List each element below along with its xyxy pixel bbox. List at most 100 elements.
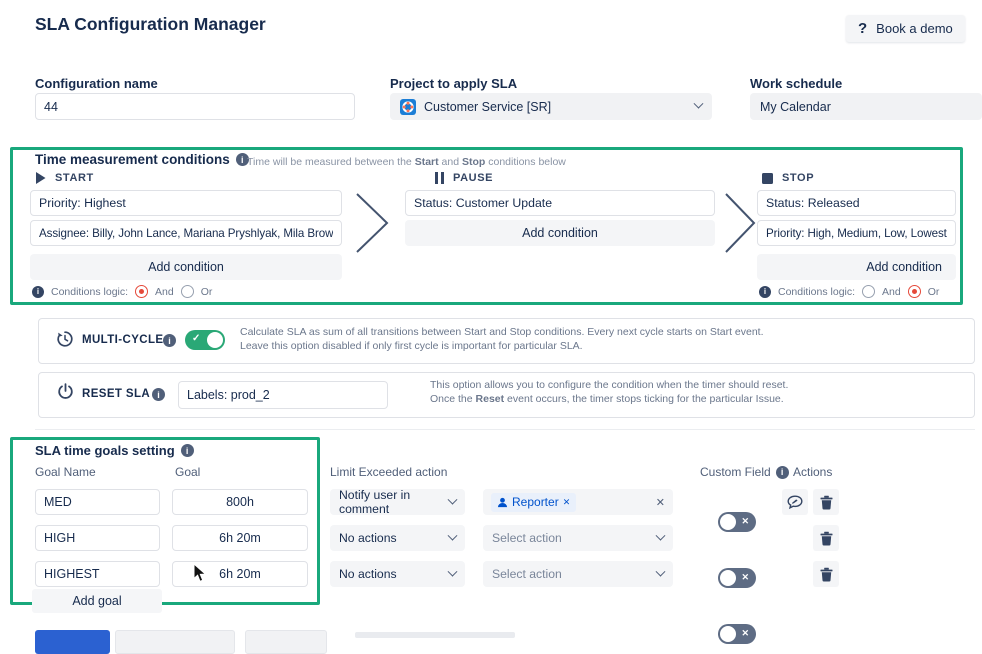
actions-header: Actions — [793, 465, 833, 479]
footer-primary-button[interactable] — [35, 630, 110, 654]
reset-sla-label: RESET SLA — [82, 388, 151, 400]
multi-cycle-toggle[interactable]: ✓ — [185, 330, 225, 350]
chevron-down-icon — [447, 530, 458, 541]
comment-template-button[interactable] — [782, 489, 808, 515]
configuration-name-input[interactable] — [35, 93, 355, 120]
goal-value-input[interactable] — [172, 525, 308, 551]
goal-name-header: Goal Name — [35, 465, 96, 479]
pause-condition-input[interactable] — [405, 190, 715, 216]
info-icon[interactable]: i — [759, 285, 771, 298]
toggle-knob — [720, 626, 736, 642]
reset-sla-description: This option allows you to configure the … — [430, 378, 950, 406]
select-action-placeholder: Select action — [492, 567, 562, 581]
and-label: And — [882, 285, 901, 298]
custom-field-toggle[interactable]: ✕ — [718, 568, 756, 588]
delete-goal-button[interactable] — [813, 489, 839, 515]
play-icon — [36, 172, 46, 184]
hint-text: and — [438, 156, 462, 168]
cross-icon: ✕ — [741, 628, 749, 638]
cross-icon: ✕ — [741, 516, 749, 526]
add-condition-label: Add condition — [866, 260, 942, 274]
stop-conditions-logic: i Conditions logic: And Or — [759, 285, 939, 298]
select-action-placeholder: Select action — [492, 531, 562, 545]
info-icon[interactable]: i — [235, 153, 249, 166]
goal-value-input[interactable] — [172, 489, 308, 515]
start-add-condition-button[interactable]: Add condition — [30, 254, 342, 280]
delete-goal-button[interactable] — [813, 525, 839, 551]
pause-column-header: PAUSE — [435, 172, 493, 184]
configuration-name-label: Configuration name — [35, 76, 158, 91]
info-icon[interactable]: i — [180, 444, 194, 457]
delete-goal-button[interactable] — [813, 561, 839, 587]
radio-or[interactable] — [180, 285, 194, 298]
goals-highlight-box — [10, 437, 320, 605]
action-target-field[interactable]: Reporter ✕ ✕ — [483, 489, 673, 515]
conditions-logic-label: Conditions logic: — [51, 285, 129, 298]
custom-field-toggle[interactable]: ✕ — [718, 624, 756, 644]
add-condition-label: Add condition — [148, 260, 224, 274]
multi-cycle-desc-line2: Leave this option disabled if only first… — [240, 340, 583, 352]
chevron-down-icon — [655, 566, 666, 577]
project-avatar-icon — [400, 98, 416, 115]
reset-sla-condition-input[interactable] — [178, 381, 388, 409]
info-icon[interactable]: i — [32, 285, 44, 298]
limit-action-value: No actions — [339, 531, 397, 545]
chevron-down-icon — [655, 530, 666, 541]
flow-chevron-icon — [356, 193, 389, 253]
book-demo-button[interactable]: ? Book a demo — [846, 15, 965, 42]
select-action-dropdown[interactable]: Select action — [483, 561, 673, 587]
custom-field-header-text: Custom Field — [700, 465, 771, 479]
project-value: Customer Service [SR] — [424, 99, 552, 114]
footer-secondary-button[interactable] — [115, 630, 235, 654]
limit-action-select[interactable]: No actions — [330, 525, 465, 551]
pause-label: PAUSE — [453, 172, 494, 184]
stop-icon — [762, 172, 773, 184]
clear-icon[interactable]: ✕ — [655, 496, 665, 509]
info-icon[interactable]: i — [775, 465, 789, 479]
footer-tertiary-button[interactable] — [245, 630, 327, 654]
time-conditions-highlight-box — [10, 147, 963, 305]
radio-and-selected[interactable] — [135, 285, 149, 298]
limit-action-select[interactable]: Notify user in comment — [330, 488, 465, 516]
project-select[interactable]: Customer Service [SR] — [390, 93, 712, 120]
reporter-chip[interactable]: Reporter ✕ — [491, 492, 577, 512]
reset-desc-line2: Once the Reset event occurs, the timer s… — [430, 392, 950, 406]
start-condition-input[interactable] — [30, 220, 342, 246]
work-schedule-label: Work schedule — [750, 76, 843, 91]
select-action-dropdown[interactable]: Select action — [483, 525, 673, 551]
stop-condition-input[interactable] — [757, 190, 956, 216]
info-icon[interactable]: i — [152, 388, 165, 401]
user-icon — [497, 497, 508, 507]
reset-desc-text: event occurs, the timer stops ticking fo… — [504, 393, 784, 405]
page-title: SLA Configuration Manager — [35, 14, 266, 34]
custom-field-header: Custom Field i — [700, 465, 789, 479]
goal-name-input[interactable] — [35, 525, 160, 551]
add-goal-label: Add goal — [72, 594, 122, 608]
goal-name-input[interactable] — [35, 489, 160, 515]
toggle-knob — [720, 570, 736, 586]
custom-field-toggle[interactable]: ✕ — [718, 512, 756, 532]
chip-remove-icon[interactable]: ✕ — [562, 496, 571, 507]
comment-icon — [787, 494, 803, 509]
chip-label: Reporter — [512, 495, 559, 509]
stop-condition-input[interactable] — [757, 220, 956, 246]
radio-and[interactable] — [862, 285, 876, 298]
multi-cycle-label: MULTI-CYCLE — [82, 334, 164, 346]
goal-header: Goal — [175, 465, 201, 479]
start-conditions-logic: i Conditions logic: And Or — [32, 285, 212, 298]
limit-action-select[interactable]: No actions — [330, 561, 465, 587]
goal-name-input[interactable] — [35, 561, 160, 587]
pause-add-condition-button[interactable]: Add condition — [405, 220, 715, 246]
reset-power-icon — [58, 383, 73, 399]
check-icon: ✓ — [192, 333, 201, 344]
work-schedule-select[interactable]: My Calendar — [750, 93, 982, 120]
info-icon[interactable]: i — [163, 334, 176, 347]
reset-desc-text: Once the — [430, 393, 476, 405]
radio-or-selected[interactable] — [907, 285, 921, 298]
time-conditions-title-text: Time measurement conditions — [35, 152, 230, 167]
stop-add-condition-button[interactable]: Add condition — [757, 254, 956, 280]
trash-icon — [820, 567, 832, 581]
chevron-down-icon — [693, 98, 704, 109]
start-condition-input[interactable] — [30, 190, 342, 216]
add-goal-button[interactable]: Add goal — [32, 589, 162, 613]
